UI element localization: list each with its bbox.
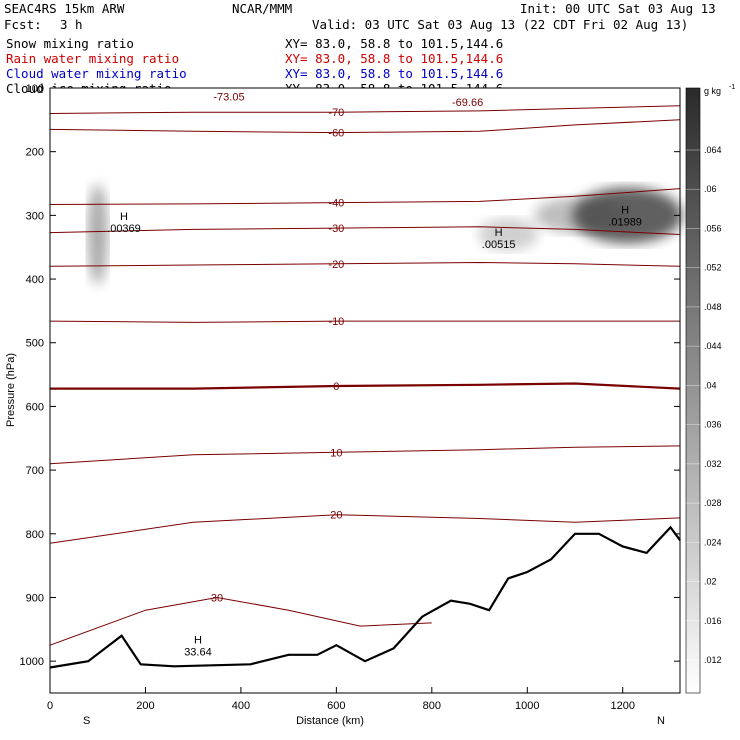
contour-label: -60 xyxy=(328,128,344,140)
mixing-ratio-blob xyxy=(478,218,539,251)
plot-frame xyxy=(49,87,681,694)
center-name: NCAR/MMM xyxy=(232,1,292,16)
colorbar-tick-label: .052 xyxy=(704,263,722,273)
init-time: Init: 00 UTC Sat 03 Aug 13 xyxy=(520,1,716,16)
contour-line xyxy=(50,382,681,390)
x-tick-label: 400 xyxy=(232,700,250,712)
colorbar-tick-label: .012 xyxy=(704,655,722,665)
x-tick-label: 600 xyxy=(327,700,345,712)
legend-xy: XY= 83.0, 58.8 to 101.5,144.6 xyxy=(285,51,503,66)
mixing-ratio-blob xyxy=(534,197,625,234)
colorbar-unit: g kg xyxy=(704,86,721,96)
fcst-value: 3 h xyxy=(60,17,83,32)
temperature-contours: -70 -60 -40 -30 -20 -10 0 10 20 30 xyxy=(49,105,681,646)
terrain-path xyxy=(49,525,681,669)
y-tick-label: 400 xyxy=(26,274,44,286)
legend-xy: XY= 83.0, 58.8 to 101.5,144.6 xyxy=(285,66,503,81)
x-tick-label: 1000 xyxy=(515,700,539,712)
contour-label: -70 xyxy=(328,107,344,119)
max-marker: H xyxy=(495,227,503,239)
mixing-ratio-shading xyxy=(87,184,683,285)
legend: Snow mixing ratio XY= 83.0, 58.8 to 101.5… xyxy=(6,36,503,96)
colorbar-tick-label: .028 xyxy=(704,498,722,508)
y-tick-label: 300 xyxy=(26,210,44,222)
colorbar-tick-label: .032 xyxy=(704,459,722,469)
y-tick-label: 900 xyxy=(26,592,44,604)
contour-line xyxy=(49,226,681,235)
colorbar-unit-exponent: -1 xyxy=(729,84,735,91)
contour-label: -40 xyxy=(328,198,344,210)
colorbar-tick-label: .02 xyxy=(704,577,717,587)
contour-label: 10 xyxy=(330,447,342,459)
colorbar-tick-label: .04 xyxy=(704,380,717,390)
colorbar-tick-label: .024 xyxy=(704,537,722,547)
model-title: SEAC4RS 15km ARW xyxy=(4,1,125,16)
y-tick-label: 600 xyxy=(26,401,44,413)
y-tick-label: 100 xyxy=(26,83,44,95)
contour-label: -10 xyxy=(328,316,344,328)
max-marker: H xyxy=(194,635,202,647)
fcst-label: Fcst: xyxy=(4,17,42,32)
y-axis-label: Pressure (hPa) xyxy=(5,353,17,427)
contour-line xyxy=(49,261,681,267)
colorbar-tick-label: .064 xyxy=(704,145,722,155)
contour-line xyxy=(49,514,681,544)
colorbar-tick-label: .044 xyxy=(704,341,722,351)
max-value: 33.64 xyxy=(184,647,212,659)
y-tick-label: 1000 xyxy=(20,656,44,668)
legend-xy: XY= 83.0, 58.8 to 101.5,144.6 xyxy=(285,36,503,51)
max-value: .00369 xyxy=(107,223,141,235)
contour-line xyxy=(49,445,681,465)
legend-label: Rain water mixing ratio xyxy=(6,51,179,66)
contour-label: -30 xyxy=(328,223,344,235)
valid-time: Valid: 03 UTC Sat 03 Aug 13 (22 CDT Fri … xyxy=(312,17,688,32)
x-axis-label: Distance (km) xyxy=(296,715,364,727)
colorbar: g kg -1 .064 .06 .056 .052 .048 .044 .04 .036 .0… xyxy=(685,84,735,694)
extreme-value: -73.05 xyxy=(213,92,244,104)
contour-line xyxy=(49,320,680,323)
mixing-ratio-blob xyxy=(87,184,108,285)
contour-label: 0 xyxy=(333,381,339,393)
colorbar-tick-label: .06 xyxy=(704,184,717,194)
y-tick-label: 700 xyxy=(26,465,44,477)
colorbar-tick-label: .048 xyxy=(704,302,722,312)
colorbar-gradient xyxy=(685,87,701,694)
x-end-left-label: S xyxy=(83,715,90,727)
legend-label: Cloud water mixing ratio xyxy=(6,66,187,81)
max-marker: H xyxy=(621,205,629,217)
contour-label: 20 xyxy=(330,510,342,522)
contour-line xyxy=(49,188,681,205)
y-tick-label: 500 xyxy=(26,338,44,350)
colorbar-tick-label: .016 xyxy=(704,616,722,626)
contour-line xyxy=(49,105,681,114)
legend-label: Snow mixing ratio xyxy=(6,36,134,51)
colorbar-tick-label: .036 xyxy=(704,420,722,430)
axes: 0 200 400 600 800 1000 12001002003004005006007… xyxy=(20,83,680,712)
x-tick-label: 0 xyxy=(47,700,53,712)
x-end-right-label: N xyxy=(657,715,665,727)
max-value: .01989 xyxy=(608,217,642,229)
contour-line xyxy=(49,596,432,646)
contour-line xyxy=(49,119,681,134)
y-tick-label: 800 xyxy=(26,529,44,541)
plot-background xyxy=(50,88,680,693)
x-tick-label: 800 xyxy=(423,700,441,712)
max-value: .00515 xyxy=(482,239,516,251)
y-tick-label: 200 xyxy=(26,147,44,159)
x-tick-label: 200 xyxy=(136,700,154,712)
extreme-value: -69.66 xyxy=(452,97,483,109)
contour-label: 30 xyxy=(211,592,223,604)
terrain-line xyxy=(49,525,681,669)
max-marker: H xyxy=(120,211,128,223)
colorbar-tick-label: .056 xyxy=(704,223,722,233)
contour-label: -20 xyxy=(328,259,344,271)
x-tick-label: 1200 xyxy=(610,700,634,712)
